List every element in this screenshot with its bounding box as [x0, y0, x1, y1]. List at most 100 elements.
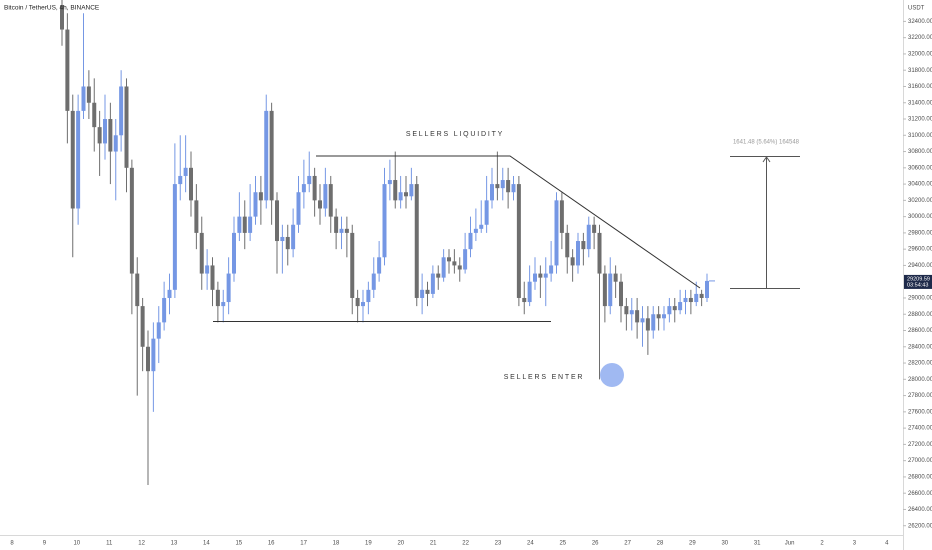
candle-body: [81, 86, 86, 111]
candle-body: [608, 273, 613, 307]
candle-body: [291, 224, 296, 250]
y-tick-label: 32400.00: [908, 19, 932, 25]
candle-body: [328, 184, 333, 217]
candle-body: [151, 338, 156, 372]
candle-body: [210, 265, 215, 290]
candle-body: [205, 265, 210, 274]
candle-body: [194, 200, 199, 233]
candle-body: [549, 265, 554, 274]
y-tick-label: 31600.00: [908, 84, 932, 90]
x-tick-label: 14: [203, 541, 210, 547]
candle-body: [269, 110, 274, 201]
y-tick-label: 32000.00: [908, 52, 932, 58]
candle-body: [484, 200, 489, 225]
candle-body: [70, 110, 75, 209]
candle-body: [678, 302, 683, 311]
candle-body: [366, 289, 371, 303]
candle-body: [640, 318, 645, 323]
candle-body: [473, 228, 478, 233]
candle-body: [629, 310, 634, 315]
y-tick-label: 27400.00: [908, 426, 932, 432]
candle-body: [559, 200, 564, 233]
candle-body: [592, 224, 597, 233]
candle-body: [92, 102, 97, 128]
candle-body: [430, 273, 435, 294]
y-tick-label: 31000.00: [908, 133, 932, 139]
x-tick-label: 3: [853, 541, 857, 547]
x-tick-label: 21: [430, 541, 437, 547]
candle-body: [656, 314, 661, 319]
y-tick-label: 30400.00: [908, 182, 932, 188]
x-tick-label: 23: [495, 541, 502, 547]
x-tick-label: 25: [559, 541, 566, 547]
candles: [60, 0, 715, 486]
y-tick-label: 26200.00: [908, 523, 932, 529]
candle-body: [146, 346, 150, 372]
x-tick-label: 29: [689, 541, 696, 547]
candle-body: [253, 192, 258, 217]
x-tick-label: 30: [721, 541, 728, 547]
y-tick-label: 29600.00: [908, 247, 932, 253]
x-tick-label: 2: [820, 541, 824, 547]
currency-label: USDT: [908, 6, 925, 12]
y-tick-label: 32200.00: [908, 35, 932, 41]
candle-body: [221, 302, 226, 307]
candle-body: [135, 273, 140, 307]
candle-body: [651, 314, 656, 331]
candle-body: [350, 232, 355, 298]
candle-body: [705, 280, 709, 298]
y-tick-label: 28800.00: [908, 312, 932, 318]
candle-body: [285, 236, 290, 250]
candle-body: [377, 257, 382, 274]
candle-body: [645, 318, 650, 331]
candle-body: [183, 167, 188, 176]
y-tick-label: 30800.00: [908, 149, 932, 155]
candle-body: [124, 86, 129, 168]
y-tick-label: 30600.00: [908, 165, 932, 171]
candle-body: [215, 289, 220, 307]
y-tick-label: 28400.00: [908, 344, 932, 350]
x-tick-label: 22: [462, 541, 469, 547]
x-tick-label: 28: [657, 541, 664, 547]
candle-body: [576, 241, 580, 266]
candle-body: [382, 184, 387, 258]
candle-body: [479, 224, 484, 229]
candle-body: [699, 293, 704, 298]
candle-body: [323, 184, 328, 209]
candle-body: [339, 228, 344, 233]
candle-body: [688, 297, 693, 303]
price-axis: 26200.00 26400.00 26600.00 26800.00 27000.00…: [903, 19, 932, 529]
candle-body: [361, 302, 365, 307]
candle-body: [404, 192, 408, 197]
marker-circle: [600, 363, 624, 387]
candle-body: [683, 297, 688, 303]
y-tick-label: 26600.00: [908, 491, 932, 497]
candle-body: [387, 180, 392, 185]
candle-body: [543, 273, 548, 278]
y-tick-label: 27200.00: [908, 442, 932, 448]
candle-body: [264, 110, 269, 201]
candle-body: [65, 29, 70, 111]
candle-body: [457, 265, 462, 270]
candle-body: [597, 232, 602, 274]
candle-body: [468, 232, 473, 250]
x-tick-label: 18: [333, 541, 340, 547]
y-tick-label: 28200.00: [908, 361, 932, 367]
candle-body: [301, 184, 306, 193]
candle-body: [490, 184, 494, 201]
chart-title: Bitcoin / TetherUS, 4h, BINANCE: [4, 5, 100, 12]
candle-body: [409, 184, 414, 197]
candle-body: [113, 135, 118, 152]
candle-body: [635, 310, 640, 323]
x-tick-label: 13: [171, 541, 178, 547]
candle-body: [506, 180, 511, 193]
candle-body: [312, 175, 317, 201]
candle-body: [463, 249, 468, 270]
candle-body: [538, 273, 543, 278]
y-tick-label: 26400.00: [908, 507, 932, 513]
y-tick-label: 27800.00: [908, 393, 932, 399]
candle-body: [97, 127, 102, 144]
candle-body: [178, 175, 183, 185]
candle-body: [672, 306, 677, 311]
